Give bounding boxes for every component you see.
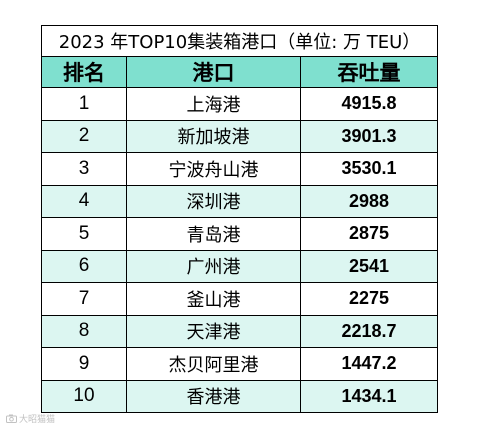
watermark-text: 大昭猫猫 xyxy=(19,415,56,425)
throughput-cell: 3901.3 xyxy=(299,119,439,153)
port-cell: 深圳港 xyxy=(126,184,301,218)
port-cell: 天津港 xyxy=(126,314,301,348)
throughput-cell: 3530.1 xyxy=(299,152,439,186)
throughput-cell: 4915.8 xyxy=(299,87,439,121)
port-cell: 新加坡港 xyxy=(126,119,301,153)
rank-cell: 8 xyxy=(41,314,127,348)
throughput-cell: 2275 xyxy=(299,282,439,316)
port-cell: 青岛港 xyxy=(126,217,301,251)
rank-cell: 9 xyxy=(41,347,127,381)
table-row: 6 广州港 2541 xyxy=(41,249,439,283)
rank-cell: 5 xyxy=(41,217,127,251)
camera-logo-icon xyxy=(6,414,17,423)
throughput-cell: 1434.1 xyxy=(299,379,439,413)
rank-cell: 7 xyxy=(41,282,127,316)
header-rank: 排名 xyxy=(41,56,127,88)
table-row: 2 新加坡港 3901.3 xyxy=(41,119,439,153)
table-row: 9 杰贝阿里港 1447.2 xyxy=(41,347,439,381)
header-throughput: 吞吐量 xyxy=(299,56,439,88)
port-cell: 上海港 xyxy=(126,87,301,121)
watermark: 大昭猫猫 xyxy=(6,412,55,425)
throughput-cell: 2218.7 xyxy=(299,314,439,348)
port-cell: 广州港 xyxy=(126,249,301,283)
table-title: 2023 年TOP10集装箱港口（单位: 万 TEU） xyxy=(40,25,439,57)
throughput-cell: 1447.2 xyxy=(299,347,439,381)
rank-cell: 2 xyxy=(41,119,127,153)
rank-cell: 10 xyxy=(41,379,127,413)
table-row: 8 天津港 2218.7 xyxy=(41,314,439,348)
table-row: 1 上海港 4915.8 xyxy=(41,87,439,121)
table-row: 4 深圳港 2988 xyxy=(41,184,439,218)
throughput-cell: 2988 xyxy=(299,184,439,218)
table-row: 7 釜山港 2275 xyxy=(41,282,439,316)
rank-cell: 4 xyxy=(41,184,127,218)
header-port: 港口 xyxy=(126,56,301,88)
header-row: 排名 港口 吞吐量 xyxy=(41,56,439,88)
port-cell: 杰贝阿里港 xyxy=(126,347,301,381)
port-cell: 釜山港 xyxy=(126,282,301,316)
rank-cell: 3 xyxy=(41,152,127,186)
port-cell: 香港港 xyxy=(126,379,301,413)
throughput-cell: 2875 xyxy=(299,217,439,251)
throughput-cell: 2541 xyxy=(299,249,439,283)
title-row: 2023 年TOP10集装箱港口（单位: 万 TEU） xyxy=(40,25,439,57)
table-row: 5 青岛港 2875 xyxy=(41,217,439,251)
port-cell: 宁波舟山港 xyxy=(126,152,301,186)
rank-cell: 6 xyxy=(41,249,127,283)
table-row: 10 香港港 1434.1 xyxy=(41,379,439,413)
rank-cell: 1 xyxy=(41,87,127,121)
table-row: 3 宁波舟山港 3530.1 xyxy=(41,152,439,186)
